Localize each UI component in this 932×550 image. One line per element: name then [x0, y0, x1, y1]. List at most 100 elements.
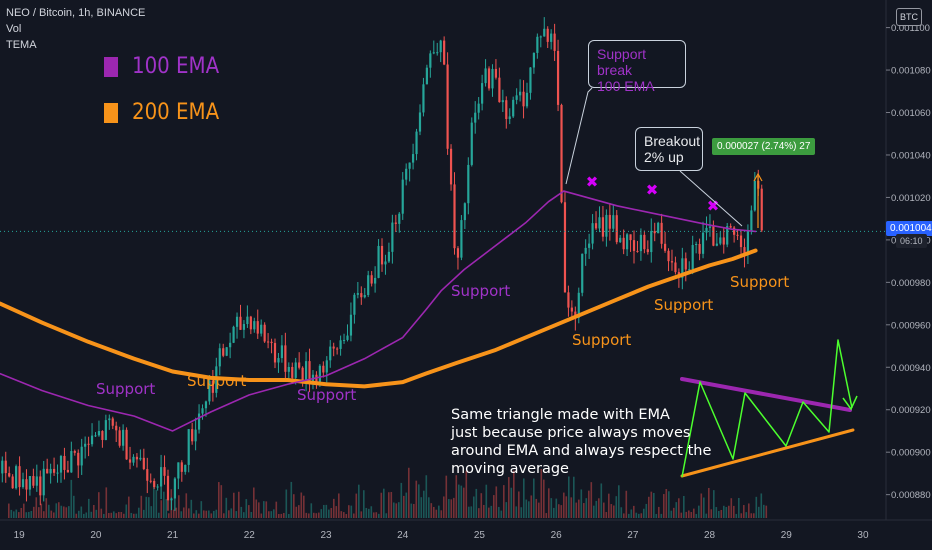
candle-body	[77, 452, 80, 466]
x-tick-label: 26	[551, 530, 563, 541]
volume-bar	[328, 509, 330, 518]
volume-bar	[698, 505, 700, 518]
volume-bar	[113, 511, 115, 518]
breakout-callout[interactable]: Breakout 2% up	[635, 127, 703, 171]
candle-body	[446, 64, 449, 149]
x-tick-label: 25	[474, 530, 486, 541]
candle-body	[719, 237, 722, 244]
volume-bar	[8, 503, 10, 518]
support-label[interactable]: Support	[187, 372, 247, 390]
candle-body	[63, 455, 66, 470]
candle-body	[46, 468, 49, 474]
volume-bar	[565, 496, 568, 518]
volume-bar	[460, 485, 463, 518]
candle-body	[332, 346, 335, 349]
vol-indicator-label[interactable]: Vol	[6, 23, 22, 35]
volume-bar	[650, 491, 653, 518]
candle-body	[584, 247, 587, 254]
volume-bar	[640, 513, 643, 518]
volume-bar	[45, 498, 48, 518]
volume-bar	[518, 491, 520, 518]
volume-bar	[145, 496, 148, 518]
support-label[interactable]: Support	[572, 331, 632, 349]
candle-body	[436, 52, 439, 54]
support-label[interactable]: Support	[297, 386, 357, 404]
candle-body	[463, 203, 466, 221]
volume-bar	[758, 506, 760, 518]
support-label[interactable]: Support	[96, 380, 156, 398]
candle-body	[722, 237, 725, 245]
volume-bar	[110, 512, 113, 518]
volume-bar	[558, 504, 560, 518]
volume-bar	[68, 506, 70, 518]
candle-body	[4, 460, 7, 474]
candle-body	[367, 275, 370, 296]
volume-bar	[120, 512, 123, 518]
candle-body	[387, 251, 391, 262]
volume-bar	[33, 506, 35, 518]
volume-bar	[215, 509, 218, 518]
volume-bar	[203, 510, 205, 518]
candle-body	[691, 245, 694, 270]
volume-bar	[670, 510, 673, 518]
candle-body	[349, 314, 353, 336]
volume-bar	[405, 492, 408, 518]
volume-bar	[95, 509, 98, 518]
volume-bar	[415, 480, 418, 518]
volume-bar	[300, 492, 303, 518]
candle-body	[201, 408, 204, 414]
candle-body	[429, 53, 432, 68]
volume-bar	[125, 504, 128, 518]
volume-bar	[483, 504, 485, 518]
volume-bar	[150, 506, 153, 518]
candle-body	[346, 335, 349, 340]
candle-body	[90, 435, 94, 445]
candle-body	[501, 100, 504, 103]
volume-bar	[288, 513, 290, 518]
candle-body	[84, 443, 87, 447]
volume-bar	[100, 508, 103, 518]
candle-body	[570, 307, 573, 312]
volume-bar	[220, 485, 223, 518]
support-break-callout[interactable]: Support break 100 EMA	[588, 40, 686, 94]
volume-bar	[383, 488, 385, 518]
candle-body	[391, 222, 394, 252]
candle-body	[681, 258, 684, 278]
triangle-note[interactable]: Same triangle made with EMA just because…	[451, 407, 712, 477]
volume-bar	[138, 507, 140, 518]
candle-body	[425, 67, 428, 85]
volume-bar	[318, 512, 320, 518]
volume-bar	[208, 510, 210, 518]
support-label[interactable]: Support	[730, 273, 790, 291]
volume-bar	[675, 502, 678, 518]
support-label[interactable]: Support	[654, 296, 714, 314]
candle-body	[15, 466, 18, 489]
candle-body	[653, 231, 656, 234]
volume-bar	[58, 502, 60, 518]
volume-bar	[133, 513, 135, 518]
candle-body	[708, 226, 712, 228]
candle-body	[235, 316, 239, 327]
candle-body	[80, 446, 83, 466]
currency-badge[interactable]: BTC	[896, 8, 922, 26]
volume-bar	[515, 506, 518, 518]
candle-body	[232, 326, 235, 343]
support-label[interactable]: Support	[451, 282, 511, 300]
volume-bar	[713, 490, 715, 518]
triangle-zigzag	[681, 339, 853, 478]
volume-bar	[358, 484, 360, 518]
volume-bar	[685, 511, 688, 518]
volume-bar	[593, 505, 595, 518]
candle-body	[705, 227, 708, 233]
volume-bar	[658, 506, 660, 518]
candle-body	[94, 435, 97, 437]
volume-bar	[183, 507, 185, 518]
volume-bar	[595, 500, 598, 518]
candle-body	[715, 243, 718, 246]
tema-indicator-label[interactable]: TEMA	[6, 39, 37, 51]
candle-body	[39, 476, 42, 496]
candle-body	[663, 243, 667, 251]
candle-body	[481, 83, 484, 104]
volume-bar	[48, 504, 50, 518]
